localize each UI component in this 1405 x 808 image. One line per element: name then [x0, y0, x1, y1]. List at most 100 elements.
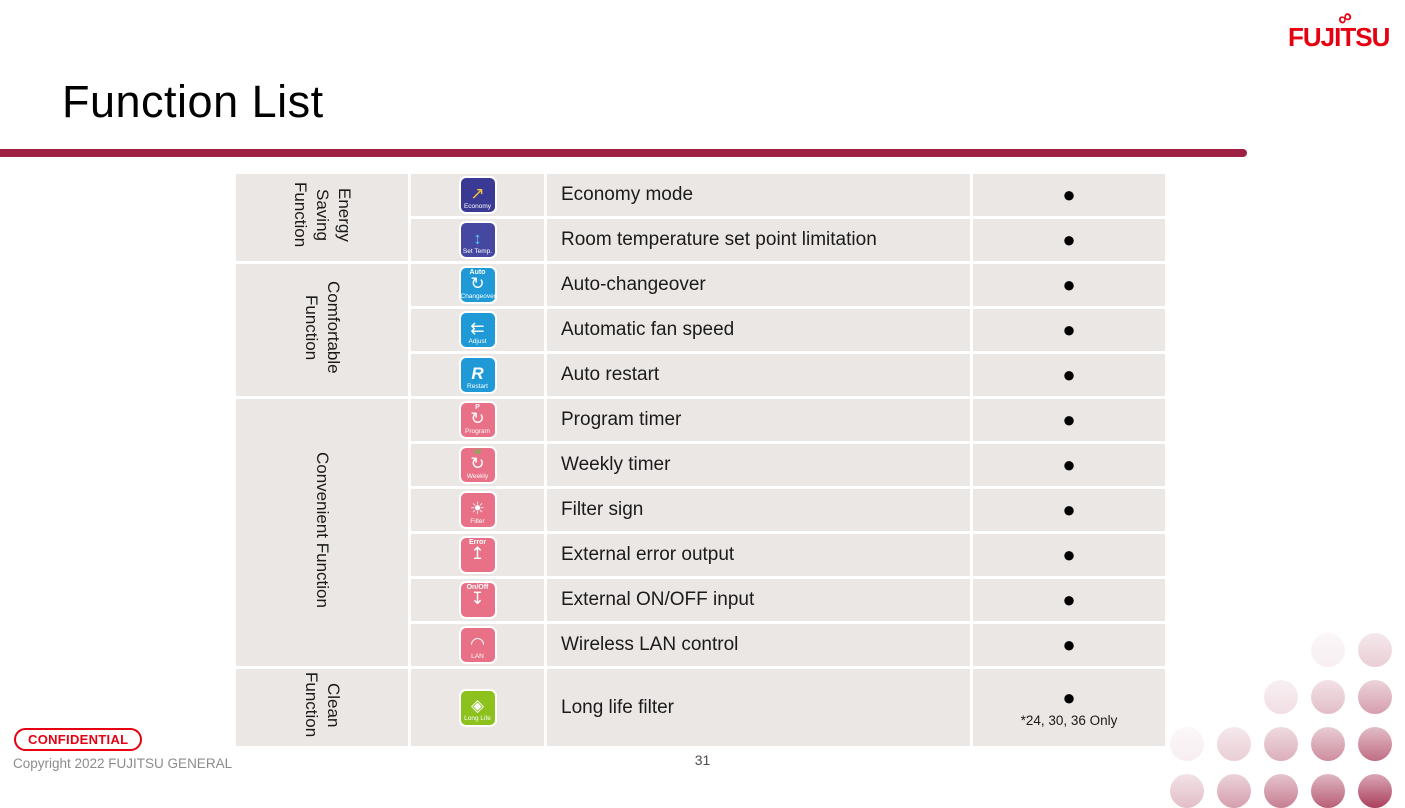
category-cell: Convenient Function [236, 399, 411, 669]
icon-caption: Program [465, 427, 490, 435]
icon-cell: ↗ Economy [411, 174, 547, 219]
icon-cell: Auto ↻ Changeover [411, 264, 547, 309]
icon-glyph: ↻ [470, 408, 485, 428]
icon-caption: Long Life [464, 715, 491, 722]
function-name-cell: Wireless LAN control [547, 624, 973, 669]
economy-icon: ↗ Economy [460, 178, 495, 212]
availability-dot: ● [1062, 227, 1076, 252]
icon-glyph: ↻ [470, 273, 485, 293]
deco-dot [1217, 774, 1251, 808]
availability-cell: ● [973, 444, 1168, 489]
icon-cell: ◈ Long Life [411, 669, 547, 749]
availability-dot: ● [1062, 182, 1076, 207]
icon-glyph: ◈ [470, 696, 485, 715]
icon-cell: ⇇ Adjust [411, 309, 547, 354]
icon-glyph: ↗ [470, 183, 485, 203]
category-label: Clean Function [302, 672, 344, 738]
deco-dot [1358, 774, 1392, 808]
wireless-lan-icon: ◠ LAN [460, 628, 495, 662]
fujitsu-logo: ∞ FUJITSU [1288, 5, 1398, 53]
icon-cell: W ↻ Weekly [411, 444, 547, 489]
deco-dot [1358, 633, 1392, 667]
weekly-timer-icon: W ↻ Weekly [460, 448, 495, 482]
icon-corner-text: Error [468, 539, 487, 546]
availability-note: *24, 30, 36 Only [1020, 713, 1118, 728]
icon-corner-text: On/Off [466, 584, 489, 591]
auto-restart-icon: R Restart [460, 358, 495, 392]
icon-cell: On/Off ↧ [411, 579, 547, 624]
icon-glyph: ⇇ [470, 318, 485, 338]
icon-caption: Restart [467, 382, 488, 390]
availability-dot: ● [1062, 362, 1076, 387]
deco-dot [1264, 774, 1298, 808]
icon-glyph: ↥ [470, 543, 485, 563]
icon-cell: ↕ Set Temp. [411, 219, 547, 264]
deco-dot [1311, 774, 1345, 808]
availability-cell: ● [973, 309, 1168, 354]
availability-dot: ● [1062, 317, 1076, 342]
function-name-cell: Auto restart [547, 354, 973, 399]
availability-cell: ● [973, 399, 1168, 444]
availability-cell: ● [973, 354, 1168, 399]
availability-dot: ● [1062, 272, 1076, 297]
long-life-filter-icon: ◈ Long Life [460, 690, 495, 725]
filter-sign-icon: ☀ Filter [460, 493, 495, 527]
availability-dot: ● [1062, 407, 1076, 432]
category-cell: Energy Saving Function [236, 174, 411, 264]
deco-dot [1264, 680, 1298, 714]
external-error-output-icon: Error ↥ [460, 538, 495, 572]
deco-dot [1311, 680, 1345, 714]
deco-dot [1170, 774, 1204, 808]
copyright-text: Copyright 2022 FUJITSU GENERAL [13, 756, 233, 771]
auto-changeover-icon: Auto ↻ Changeover [460, 268, 496, 302]
category-label: Convenient Function [313, 452, 333, 608]
icon-corner-text: P [475, 404, 480, 411]
icon-cell: P ↻ Program [411, 399, 547, 444]
icon-glyph: ↧ [470, 588, 485, 608]
icon-caption: Changeover [460, 292, 496, 300]
icon-cell: ◠ LAN [411, 624, 547, 669]
icon-glyph: ↻ [470, 453, 485, 473]
availability-cell: ● *24, 30, 36 Only [973, 669, 1168, 749]
availability-cell: ● [973, 489, 1168, 534]
availability-dot: ● [1062, 587, 1076, 612]
availability-dot: ● [1062, 497, 1076, 522]
set-temp-icon: ↕ Set Temp. [460, 223, 495, 257]
function-name-cell: Long life filter [547, 669, 973, 749]
icon-caption: Filter [470, 517, 485, 525]
deco-dot [1311, 633, 1345, 667]
page-title: Function List [62, 76, 324, 127]
icon-cell: R Restart [411, 354, 547, 399]
function-name-cell: Weekly timer [547, 444, 973, 489]
icon-glyph: ◠ [470, 633, 485, 653]
icon-caption: Economy [463, 202, 492, 210]
availability-cell: ● [973, 264, 1168, 309]
availability-dot: ● [1062, 632, 1076, 657]
program-timer-icon: P ↻ Program [460, 403, 495, 437]
category-cell: Comfortable Function [236, 264, 411, 399]
icon-glyph: R [471, 363, 484, 383]
icon-corner-text: Auto [469, 269, 486, 276]
function-name-cell: Auto-changeover [547, 264, 973, 309]
page-number: 31 [694, 752, 711, 768]
function-name-cell: Filter sign [547, 489, 973, 534]
category-cell: Clean Function [236, 669, 411, 749]
function-name-cell: Economy mode [547, 174, 973, 219]
icon-caption: Adjust [468, 337, 487, 345]
icon-glyph: ↕ [473, 228, 482, 248]
category-label: Energy Saving Function [290, 182, 355, 248]
function-name-cell: External ON/OFF input [547, 579, 973, 624]
availability-dot: ● [1062, 452, 1076, 477]
function-name-cell: Program timer [547, 399, 973, 444]
icon-cell: ☀ Filter [411, 489, 547, 534]
icon-cell: Error ↥ [411, 534, 547, 579]
availability-cell: ● [973, 174, 1168, 219]
availability-dot: ● [1062, 542, 1076, 567]
availability-dot: ● [1062, 685, 1076, 710]
availability-cell: ● [973, 219, 1168, 264]
icon-caption: Weekly [466, 472, 489, 480]
function-name-cell: Automatic fan speed [547, 309, 973, 354]
icon-caption: Set Temp. [462, 247, 493, 255]
logo-text: FUJITSU [1288, 22, 1390, 52]
confidential-badge: CONFIDENTIAL [14, 728, 143, 751]
